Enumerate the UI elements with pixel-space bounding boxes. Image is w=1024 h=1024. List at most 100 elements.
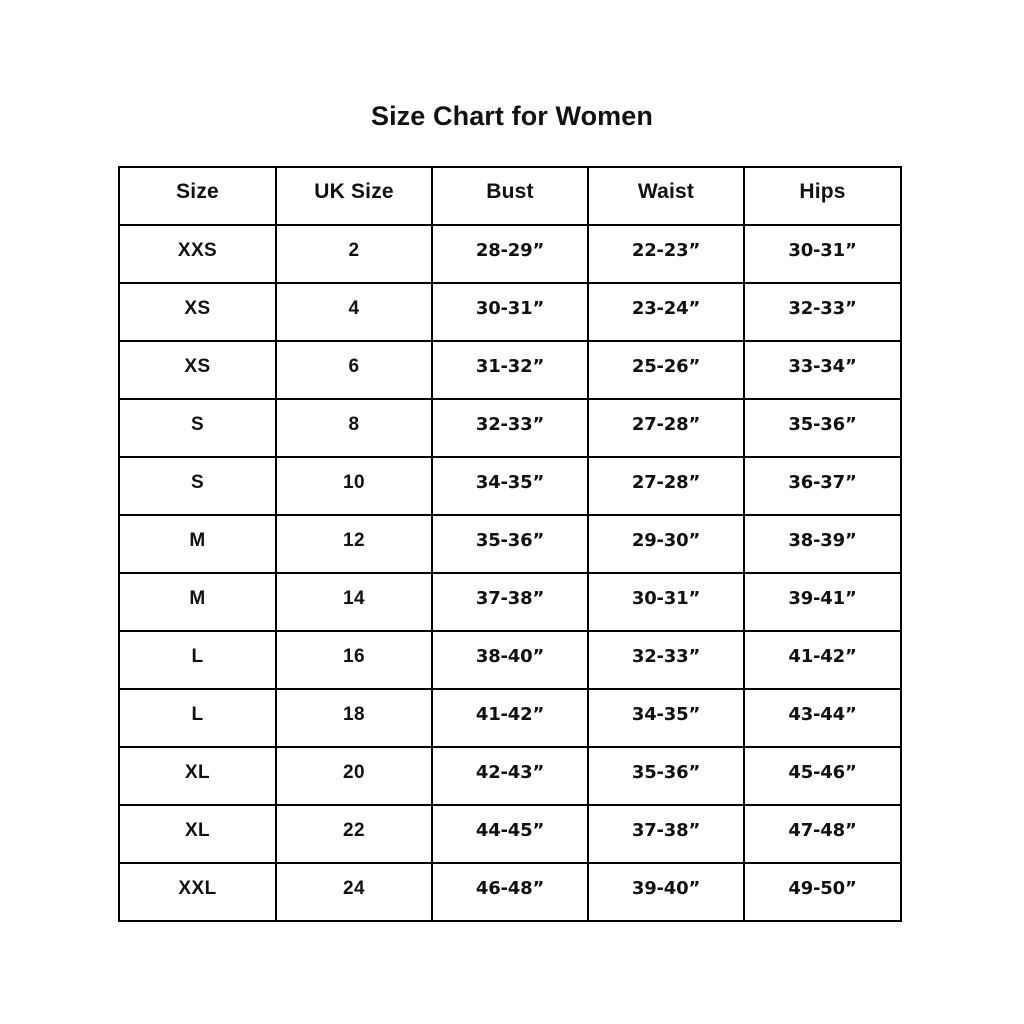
- cell-value-bust: 37-38”: [475, 588, 545, 609]
- table-cell-hips: 45-46”: [743, 746, 902, 806]
- table-cell-waist: 22-23”: [587, 224, 745, 284]
- cell-value-uk: 24: [343, 878, 365, 899]
- table-cell-bust: 34-35”: [431, 456, 589, 516]
- table-header: Size UK Size Bust Waist Hips: [118, 166, 902, 226]
- table-cell-waist: 37-38”: [587, 804, 745, 864]
- table-cell-bust: 46-48”: [431, 862, 589, 922]
- table-row: XXL 24 46-48” 39-40” 49-50”: [118, 862, 902, 922]
- cell-value-bust: 46-48”: [475, 878, 545, 899]
- table-cell-uk: 10: [275, 456, 433, 516]
- table-row: M 14 37-38” 30-31” 39-41”: [118, 572, 902, 632]
- table-cell-hips: 39-41”: [743, 572, 902, 632]
- table-cell-size: M: [118, 514, 277, 574]
- table-cell-bust: 32-33”: [431, 398, 589, 458]
- table-row: L 18 41-42” 34-35” 43-44”: [118, 688, 902, 748]
- table-cell-uk: 22: [275, 804, 433, 864]
- table-row: XS 6 31-32” 25-26” 33-34”: [118, 340, 902, 400]
- cell-value-size: M: [189, 588, 206, 609]
- cell-value-waist: 27-28”: [631, 472, 701, 493]
- table-cell-bust: 41-42”: [431, 688, 589, 748]
- cell-value-uk: 20: [343, 762, 365, 783]
- cell-value-waist: 27-28”: [631, 414, 701, 435]
- table-cell-size: XS: [118, 282, 277, 342]
- cell-value-size: XS: [184, 298, 211, 319]
- cell-value-size: XL: [184, 820, 211, 841]
- table-header-row: Size UK Size Bust Waist Hips: [118, 166, 902, 226]
- table-cell-bust: 30-31”: [431, 282, 589, 342]
- table-cell-size: XS: [118, 340, 277, 400]
- column-header-uk-size-label: UK Size: [314, 180, 394, 203]
- table-cell-bust: 28-29”: [431, 224, 589, 284]
- cell-value-waist: 39-40”: [631, 878, 701, 899]
- table-cell-uk: 18: [275, 688, 433, 748]
- table-cell-uk: 20: [275, 746, 433, 806]
- cell-value-hips: 36-37”: [788, 472, 857, 493]
- table-cell-hips: 47-48”: [743, 804, 902, 864]
- table-cell-bust: 38-40”: [431, 630, 589, 690]
- table-cell-hips: 49-50”: [743, 862, 902, 922]
- cell-value-uk: 4: [348, 298, 360, 319]
- table-row: XL 22 44-45” 37-38” 47-48”: [118, 804, 902, 864]
- table-cell-uk: 6: [275, 340, 433, 400]
- cell-value-hips: 30-31”: [788, 240, 857, 261]
- cell-value-hips: 35-36”: [788, 414, 857, 435]
- table-cell-size: L: [118, 630, 277, 690]
- table-cell-bust: 31-32”: [431, 340, 589, 400]
- size-table-container: Size UK Size Bust Waist Hips XX: [118, 166, 902, 922]
- cell-value-bust: 32-33”: [475, 414, 545, 435]
- table-cell-hips: 35-36”: [743, 398, 902, 458]
- column-header-uk-size: UK Size: [275, 166, 433, 226]
- cell-value-size: XL: [184, 762, 211, 783]
- table-body: XXS 2 28-29” 22-23” 30-31” XS 4 30-31” 23-24” 32-…: [118, 224, 902, 922]
- table-cell-bust: 44-45”: [431, 804, 589, 864]
- cell-value-uk: 16: [343, 646, 365, 667]
- cell-value-size: XXL: [178, 878, 217, 899]
- table-cell-size: XXL: [118, 862, 277, 922]
- cell-value-size: S: [190, 414, 205, 435]
- cell-value-hips: 43-44”: [788, 704, 857, 725]
- cell-value-bust: 34-35”: [475, 472, 545, 493]
- table-cell-hips: 36-37”: [743, 456, 902, 516]
- cell-value-size: M: [189, 530, 206, 551]
- table-cell-uk: 2: [275, 224, 433, 284]
- table-cell-hips: 30-31”: [743, 224, 902, 284]
- table-cell-size: XL: [118, 804, 277, 864]
- table-row: XL 20 42-43” 35-36” 45-46”: [118, 746, 902, 806]
- table-cell-uk: 8: [275, 398, 433, 458]
- table-cell-waist: 39-40”: [587, 862, 745, 922]
- table-cell-size: XL: [118, 746, 277, 806]
- column-header-size: Size: [118, 166, 277, 226]
- cell-value-uk: 12: [343, 530, 365, 551]
- cell-value-uk: 8: [348, 414, 360, 435]
- table-cell-bust: 37-38”: [431, 572, 589, 632]
- column-header-size-label: Size: [176, 180, 219, 203]
- table-cell-size: S: [118, 456, 277, 516]
- cell-value-bust: 42-43”: [475, 762, 545, 783]
- cell-value-bust: 35-36”: [475, 530, 545, 551]
- cell-value-size: XS: [184, 356, 211, 377]
- table-row: S 10 34-35” 27-28” 36-37”: [118, 456, 902, 516]
- table-cell-waist: 25-26”: [587, 340, 745, 400]
- table-row: L 16 38-40” 32-33” 41-42”: [118, 630, 902, 690]
- cell-value-hips: 39-41”: [788, 588, 857, 609]
- table-cell-waist: 27-28”: [587, 398, 745, 458]
- table-cell-hips: 41-42”: [743, 630, 902, 690]
- page-title: Size Chart for Women: [370, 101, 654, 131]
- table-row: M 12 35-36” 29-30” 38-39”: [118, 514, 902, 574]
- cell-value-waist: 35-36”: [631, 762, 701, 783]
- cell-value-bust: 41-42”: [475, 704, 545, 725]
- table-cell-waist: 34-35”: [587, 688, 745, 748]
- cell-value-waist: 34-35”: [631, 704, 701, 725]
- cell-value-waist: 25-26”: [631, 356, 701, 377]
- table-cell-size: XXS: [118, 224, 277, 284]
- cell-value-hips: 49-50”: [788, 878, 857, 899]
- cell-value-waist: 37-38”: [631, 820, 701, 841]
- cell-value-uk: 10: [343, 472, 365, 493]
- table-cell-hips: 32-33”: [743, 282, 902, 342]
- cell-value-size: L: [191, 646, 204, 667]
- table-cell-hips: 38-39”: [743, 514, 902, 574]
- table-cell-hips: 43-44”: [743, 688, 902, 748]
- table-cell-waist: 27-28”: [587, 456, 745, 516]
- table-row: XS 4 30-31” 23-24” 32-33”: [118, 282, 902, 342]
